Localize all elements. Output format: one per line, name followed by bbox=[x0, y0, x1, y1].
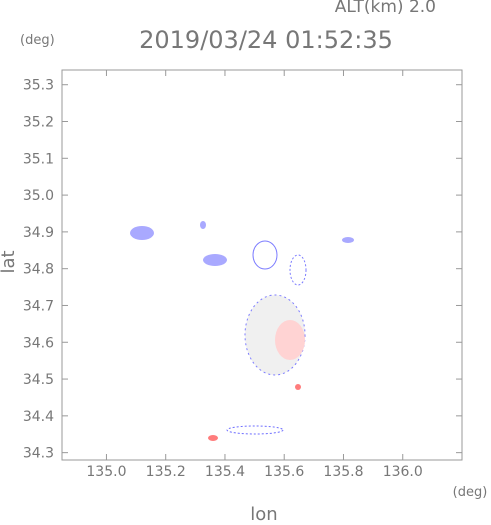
y-tick-label: 34.8 bbox=[23, 262, 54, 278]
y-tick-label: 35.2 bbox=[23, 115, 54, 131]
y-label: lat bbox=[0, 250, 19, 273]
y-tick-label: 34.7 bbox=[23, 298, 54, 314]
echo bbox=[130, 221, 354, 441]
y-tick-label: 34.5 bbox=[23, 372, 54, 388]
x-tick-label: 135.4 bbox=[205, 464, 245, 480]
x-tick-label: 135.8 bbox=[323, 464, 363, 480]
y-tick-label: 34.4 bbox=[23, 409, 54, 425]
chart-title: 2019/03/24 01:52:35 bbox=[139, 26, 393, 54]
y-tick-label: 35.3 bbox=[23, 78, 54, 94]
x-unit: (deg) bbox=[453, 485, 488, 500]
x-label: lon bbox=[250, 504, 277, 521]
x-tick-label: 135.0 bbox=[86, 464, 126, 480]
y-unit: (deg) bbox=[20, 33, 55, 48]
plot-frame bbox=[61, 69, 463, 461]
altitude-label: ALT(km) 2.0 bbox=[335, 0, 436, 17]
y-tick-label: 35.1 bbox=[23, 151, 54, 167]
x-tick-label: 135.2 bbox=[146, 464, 186, 480]
y-tick-label: 34.9 bbox=[23, 225, 54, 241]
x-tick-label: 136.0 bbox=[383, 464, 423, 480]
x-tick-label: 135.6 bbox=[264, 464, 304, 480]
y-tick-label: 34.3 bbox=[23, 446, 54, 462]
y-tick-label: 35.0 bbox=[23, 188, 54, 204]
y-tick-label: 34.6 bbox=[23, 335, 54, 351]
